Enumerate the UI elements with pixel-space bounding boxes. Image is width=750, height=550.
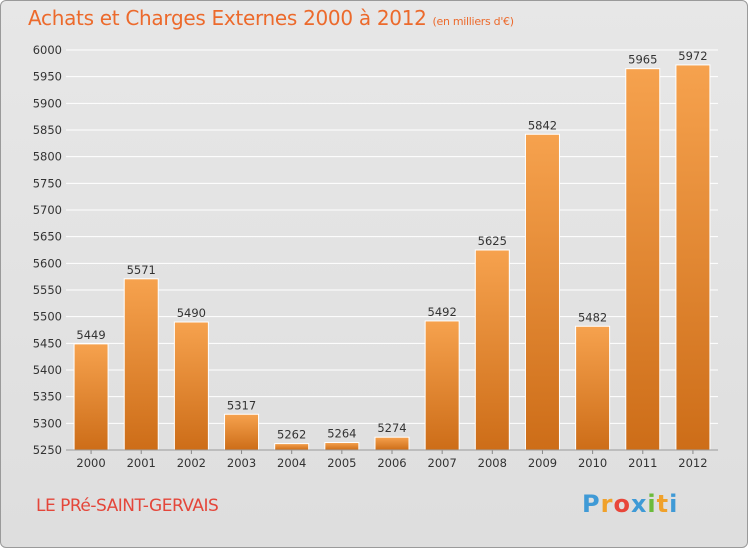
y-tick-label: 5350 [33, 390, 62, 404]
bar-value-label: 5972 [678, 49, 707, 63]
bar [675, 64, 711, 451]
y-tick-label: 5550 [33, 283, 62, 297]
bar-value-label: 5317 [227, 398, 256, 412]
logo-letter: o [613, 490, 631, 518]
y-tick-label: 5800 [33, 150, 62, 164]
city-name: LE PRé-SAINT-GERVAIS [36, 496, 219, 516]
x-tick-label: 2011 [628, 456, 657, 470]
y-tick-label: 5600 [33, 256, 62, 270]
bar [424, 320, 460, 451]
y-axis: 5250 5300 5350 5400 5450 5500 5550 5600 5650 5700… [33, 43, 62, 457]
logo-letter: i [669, 490, 679, 518]
bar-value-label: 5842 [528, 118, 557, 132]
chart-unit: (en milliers d'€) [432, 15, 514, 28]
x-tick-label: 2005 [327, 456, 356, 470]
x-tick-label: 2007 [428, 456, 457, 470]
y-tick-label: 5400 [33, 363, 62, 377]
bar [224, 413, 260, 451]
bar [524, 133, 560, 451]
bar-value-label: 5571 [127, 263, 156, 277]
x-tick-label: 2010 [578, 456, 607, 470]
bar [474, 249, 510, 451]
y-tick-label: 5700 [33, 203, 62, 217]
bar [274, 443, 310, 451]
chart-title: Achats et Charges Externes 2000 à 2012 (e… [28, 6, 514, 30]
y-tick-label: 5950 [33, 70, 62, 84]
logo-letter: P [582, 490, 601, 518]
logo-letter: r [600, 490, 614, 518]
y-tick-label: 6000 [33, 43, 62, 57]
logo-letter: t [656, 490, 670, 518]
chart-title-text: Achats et Charges Externes 2000 à 2012 [28, 6, 427, 30]
bar-value-label: 5490 [177, 306, 206, 320]
y-tick-label: 5750 [33, 176, 62, 190]
bar [575, 325, 611, 451]
y-tick-label: 5250 [33, 443, 62, 457]
x-axis: 2000 2001 2002 2003 2004 2005 2006 2007 2008 2009… [66, 449, 718, 470]
y-tick-label: 5900 [33, 96, 62, 110]
bar [173, 321, 209, 451]
bar-value-label: 5965 [628, 53, 657, 67]
x-tick-label: 2000 [76, 456, 105, 470]
bar [374, 436, 410, 451]
bar-value-label: 5264 [327, 427, 356, 441]
bar-value-label: 5625 [478, 234, 507, 248]
y-tick-label: 5500 [33, 310, 62, 324]
y-tick-label: 5650 [33, 230, 62, 244]
x-tick-label: 2003 [227, 456, 256, 470]
bars: 5449 5571 5490 5317 5262 5264 5274 5492 5625 5842… [73, 49, 711, 451]
bar-value-label: 5262 [277, 428, 306, 442]
bar [324, 442, 360, 451]
y-tick-label: 5450 [33, 336, 62, 350]
bar [123, 278, 159, 451]
bar-value-label: 5482 [578, 310, 607, 324]
x-tick-label: 2004 [277, 456, 306, 470]
y-tick-label: 5300 [33, 416, 62, 430]
gridlines [66, 49, 718, 451]
bar [73, 343, 109, 451]
logo-letter: x [630, 490, 648, 518]
y-tick-label: 5850 [33, 123, 62, 137]
logo-letter: i [647, 490, 657, 518]
bar-value-label: 5492 [428, 305, 457, 319]
x-tick-label: 2009 [528, 456, 557, 470]
proxiti-logo: Proxiti [582, 490, 678, 518]
x-tick-label: 2008 [478, 456, 507, 470]
bar-value-label: 5274 [377, 421, 406, 435]
bar [625, 68, 661, 451]
x-tick-label: 2001 [127, 456, 156, 470]
x-tick-label: 2002 [177, 456, 206, 470]
bar-value-label: 5449 [76, 328, 105, 342]
x-tick-label: 2006 [377, 456, 406, 470]
x-tick-label: 2012 [678, 456, 707, 470]
